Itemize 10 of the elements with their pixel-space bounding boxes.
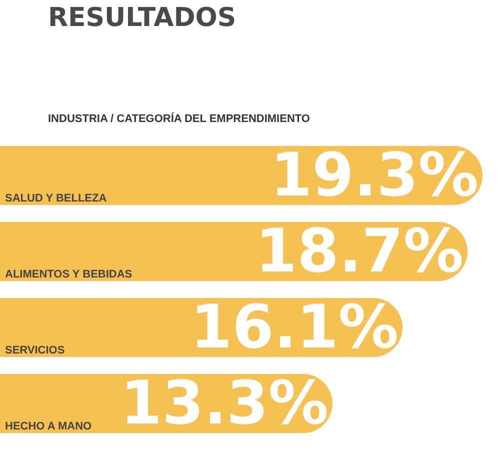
y-tick-label: SERVICIOS xyxy=(5,344,65,357)
y-tick-label: HECHO A MANO xyxy=(5,420,92,433)
data-label: 16.1% xyxy=(190,292,398,363)
chart-title: RESULTADOS xyxy=(48,3,236,33)
data-label: 13.3% xyxy=(120,368,328,439)
data-label: 19.3% xyxy=(270,140,478,210)
y-tick-label: ALIMENTOS Y BEBIDAS xyxy=(5,268,132,280)
data-label: 18.7% xyxy=(255,216,464,286)
y-tick-label: SALUD Y BELLEZA xyxy=(5,192,107,204)
chart-subtitle: INDUSTRIA / CATEGORÍA DEL EMPRENDIMIENTO xyxy=(48,112,310,125)
